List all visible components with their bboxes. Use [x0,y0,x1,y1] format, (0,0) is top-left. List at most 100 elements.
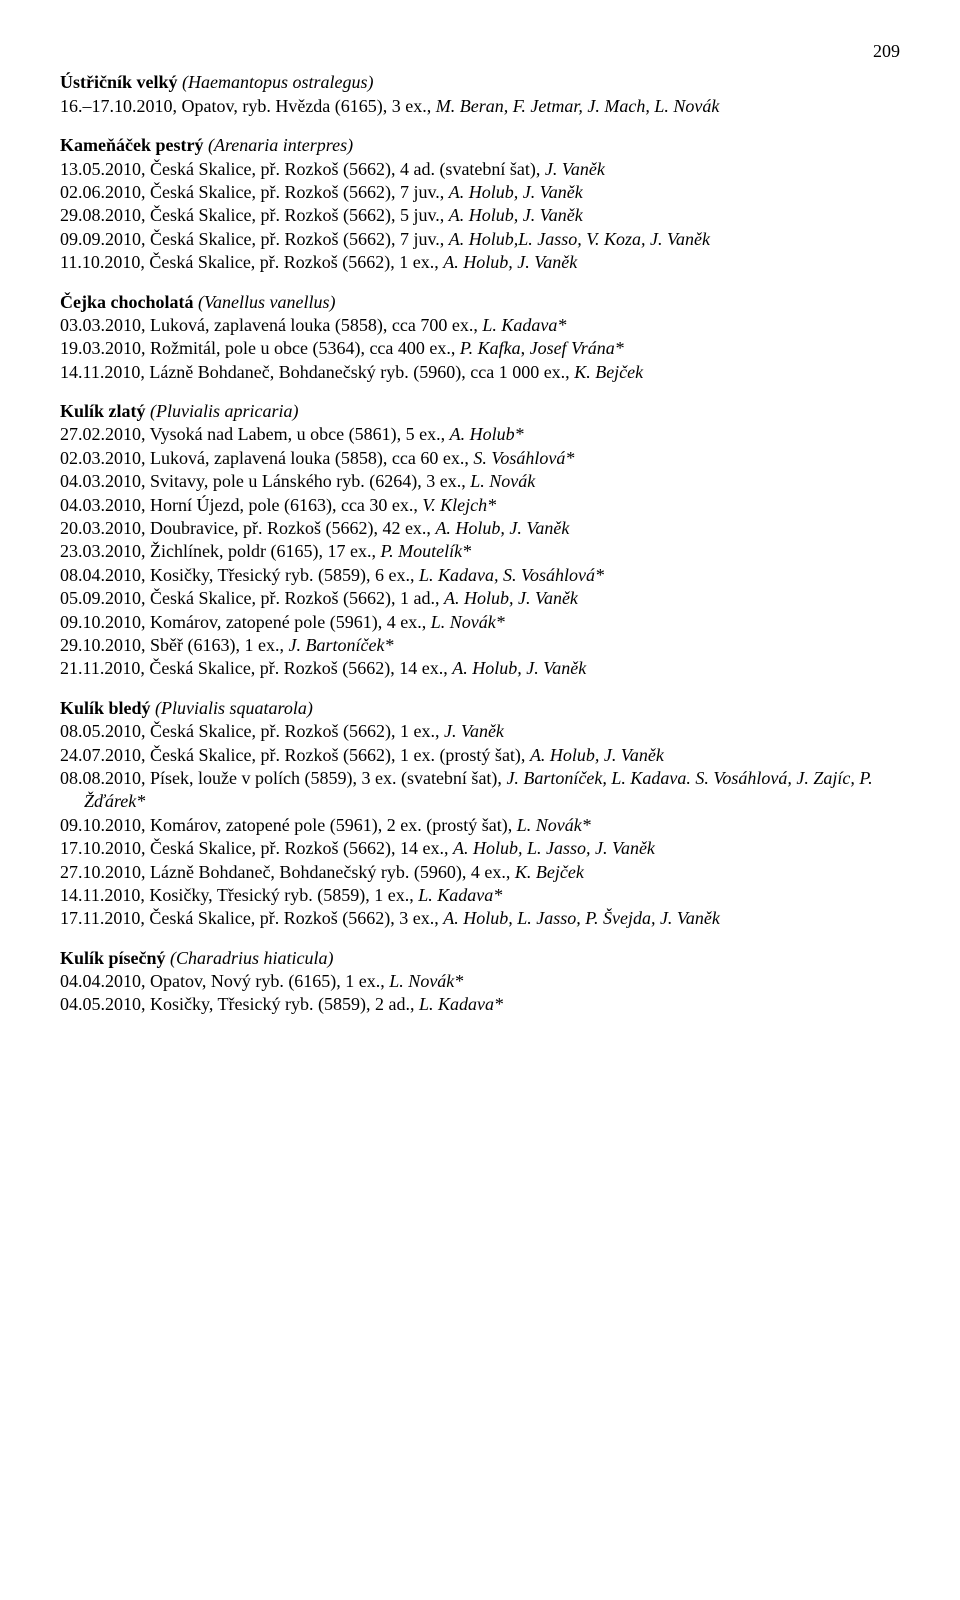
record-observer: V. Klejch* [422,495,496,515]
record-line: 14.11.2010, Kosičky, Třesický ryb. (5859… [60,884,900,907]
species-block: Kulík zlatý (Pluvialis apricaria)27.02.2… [60,400,900,681]
record-line: 27.02.2010, Vysoká nad Labem, u obce (58… [60,423,900,446]
species-title: Kulík zlatý (Pluvialis apricaria) [60,400,900,423]
record-line: 02.03.2010, Luková, zaplavená louka (585… [60,447,900,470]
record-line: 03.03.2010, Luková, zaplavená louka (585… [60,314,900,337]
record-text: 17.10.2010, Česká Skalice, př. Rozkoš (5… [60,838,453,858]
species-title: Čejka chocholatá (Vanellus vanellus) [60,291,900,314]
record-observer: A. Holub, J. Vaněk [449,205,583,225]
species-block: Kameňáček pestrý (Arenaria interpres)13.… [60,134,900,274]
record-text: 08.05.2010, Česká Skalice, př. Rozkoš (5… [60,721,444,741]
record-observer: M. Beran, F. Jetmar, J. Mach, L. Novák [436,96,720,116]
record-observer: L. Novák [470,471,535,491]
species-name-bold: Čejka chocholatá [60,292,198,312]
record-text: 02.06.2010, Česká Skalice, př. Rozkoš (5… [60,182,449,202]
record-line: 16.–17.10.2010, Opatov, ryb. Hvězda (616… [60,95,900,118]
record-line: 08.04.2010, Kosičky, Třesický ryb. (5859… [60,564,900,587]
record-observer: K. Bejček [574,362,643,382]
record-observer: A. Holub, J. Vaněk [435,518,569,538]
species-block: Kulík písečný (Charadrius hiaticula)04.0… [60,947,900,1017]
species-name-latin: (Pluvialis apricaria) [150,401,298,421]
record-line: 20.03.2010, Doubravice, př. Rozkoš (5662… [60,517,900,540]
species-name-bold: Kameňáček pestrý [60,135,208,155]
record-line: 27.10.2010, Lázně Bohdaneč, Bohdanečský … [60,861,900,884]
record-text: 04.04.2010, Opatov, Nový ryb. (6165), 1 … [60,971,389,991]
record-text: 27.10.2010, Lázně Bohdaneč, Bohdanečský … [60,862,515,882]
record-line: 09.09.2010, Česká Skalice, př. Rozkoš (5… [60,228,900,251]
record-text: 09.09.2010, Česká Skalice, př. Rozkoš (5… [60,229,449,249]
record-observer: A. Holub, J. Vaněk [449,182,583,202]
record-text: 14.11.2010, Kosičky, Třesický ryb. (5859… [60,885,418,905]
record-observer: A. Holub* [450,424,524,444]
record-line: 17.10.2010, Česká Skalice, př. Rozkoš (5… [60,837,900,860]
record-line: 09.10.2010, Komárov, zatopené pole (5961… [60,611,900,634]
record-observer: A. Holub, L. Jasso, P. Švejda, J. Vaněk [443,908,720,928]
species-title: Kameňáček pestrý (Arenaria interpres) [60,134,900,157]
record-text: 29.10.2010, Sběř (6163), 1 ex., [60,635,288,655]
species-block: Čejka chocholatá (Vanellus vanellus)03.0… [60,291,900,385]
record-text: 23.03.2010, Žichlínek, poldr (6165), 17 … [60,541,380,561]
species-name-bold: Kulík bledý [60,698,155,718]
record-line: 29.08.2010, Česká Skalice, př. Rozkoš (5… [60,204,900,227]
record-observer: A. Holub, J. Vaněk [452,658,586,678]
species-name-bold: Ústřičník velký [60,72,182,92]
record-line: 04.04.2010, Opatov, Nový ryb. (6165), 1 … [60,970,900,993]
species-title: Kulík písečný (Charadrius hiaticula) [60,947,900,970]
record-line: 13.05.2010, Česká Skalice, př. Rozkoš (5… [60,158,900,181]
record-text: 11.10.2010, Česká Skalice, př. Rozkoš (5… [60,252,443,272]
record-text: 21.11.2010, Česká Skalice, př. Rozkoš (5… [60,658,452,678]
species-name-latin: (Vanellus vanellus) [198,292,335,312]
species-name-latin: (Charadrius hiaticula) [170,948,334,968]
record-text: 02.03.2010, Luková, zaplavená louka (585… [60,448,473,468]
species-title: Ústřičník velký (Haemantopus ostralegus) [60,71,900,94]
record-text: 14.11.2010, Lázně Bohdaneč, Bohdanečský … [60,362,574,382]
record-observer: Josef Vrána* [530,338,624,358]
record-observer: J. Bartoníček* [288,635,393,655]
record-observer: A. Holub, J. Vaněk [530,745,664,765]
record-observer: P. Moutelík* [380,541,471,561]
record-line: 02.06.2010, Česká Skalice, př. Rozkoš (5… [60,181,900,204]
record-observer: L. Kadava* [419,994,503,1014]
page-content: Ústřičník velký (Haemantopus ostralegus)… [60,71,900,1016]
record-observer: L. Novák* [389,971,463,991]
record-observer: P. Kafka [460,338,521,358]
species-name-latin: (Pluvialis squatarola) [155,698,313,718]
record-observer: S. Vosáhlová* [473,448,574,468]
record-line: 14.11.2010, Lázně Bohdaneč, Bohdanečský … [60,361,900,384]
record-text: 13.05.2010, Česká Skalice, př. Rozkoš (5… [60,159,545,179]
record-line: 05.09.2010, Česká Skalice, př. Rozkoš (5… [60,587,900,610]
record-text: 17.11.2010, Česká Skalice, př. Rozkoš (5… [60,908,443,928]
record-text: 04.03.2010, Horní Újezd, pole (6163), cc… [60,495,422,515]
record-text: 16.–17.10.2010, Opatov, ryb. Hvězda (616… [60,96,436,116]
page-number: 209 [60,40,900,63]
record-line: 04.05.2010, Kosičky, Třesický ryb. (5859… [60,993,900,1016]
record-text: 05.09.2010, Česká Skalice, př. Rozkoš (5… [60,588,444,608]
record-observer: K. Bejček [515,862,584,882]
record-line: 17.11.2010, Česká Skalice, př. Rozkoš (5… [60,907,900,930]
record-observer: J. Vaněk [444,721,504,741]
record-text: 03.03.2010, Luková, zaplavená louka (585… [60,315,482,335]
species-block: Kulík bledý (Pluvialis squatarola)08.05.… [60,697,900,931]
record-line: 29.10.2010, Sběř (6163), 1 ex., J. Barto… [60,634,900,657]
record-text: 04.05.2010, Kosičky, Třesický ryb. (5859… [60,994,419,1014]
species-name-bold: Kulík písečný [60,948,170,968]
record-text: 29.08.2010, Česká Skalice, př. Rozkoš (5… [60,205,449,225]
record-line: 08.08.2010, Písek, louže v polích (5859)… [60,767,900,814]
record-line: 09.10.2010, Komárov, zatopené pole (5961… [60,814,900,837]
record-text: 27.02.2010, Vysoká nad Labem, u obce (58… [60,424,450,444]
record-observer: J. Vaněk [545,159,605,179]
record-observer: L. Kadava, S. Vosáhlová* [419,565,604,585]
record-text: 09.10.2010, Komárov, zatopené pole (5961… [60,612,431,632]
record-text: 08.04.2010, Kosičky, Třesický ryb. (5859… [60,565,419,585]
species-block: Ústřičník velký (Haemantopus ostralegus)… [60,71,900,118]
species-title: Kulík bledý (Pluvialis squatarola) [60,697,900,720]
record-text: 24.07.2010, Česká Skalice, př. Rozkoš (5… [60,745,530,765]
record-observer: A. Holub, J. Vaněk [443,252,577,272]
record-text: , [521,338,530,358]
record-observer: A. Holub, J. Vaněk [444,588,578,608]
record-line: 04.03.2010, Svitavy, pole u Lánského ryb… [60,470,900,493]
record-text: 09.10.2010, Komárov, zatopené pole (5961… [60,815,517,835]
record-line: 11.10.2010, Česká Skalice, př. Rozkoš (5… [60,251,900,274]
record-line: 24.07.2010, Česká Skalice, př. Rozkoš (5… [60,744,900,767]
record-observer: A. Holub, L. Jasso, J. Vaněk [453,838,655,858]
